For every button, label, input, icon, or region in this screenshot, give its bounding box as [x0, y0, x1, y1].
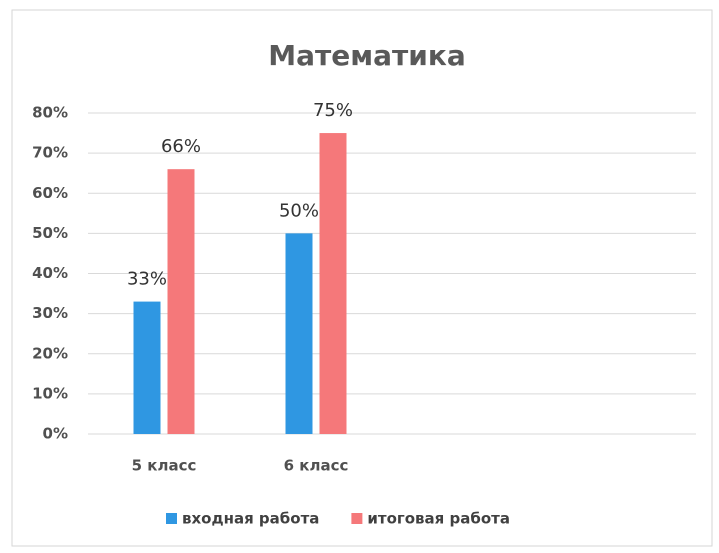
y-tick-label: 10%	[32, 384, 68, 402]
bar	[167, 169, 195, 435]
bar	[285, 233, 313, 434]
y-tick-label: 50%	[32, 224, 68, 242]
y-tick-label: 70%	[32, 144, 68, 162]
y-tick-label: 30%	[32, 304, 68, 322]
data-label: 75%	[313, 100, 353, 121]
chart-title: Математика	[268, 39, 466, 72]
bar	[319, 133, 347, 434]
chart-border	[11, 9, 713, 547]
y-tick-label: 20%	[32, 344, 68, 362]
data-label: 66%	[161, 136, 201, 157]
legend-swatch	[351, 513, 363, 524]
y-tick-label: 40%	[32, 264, 68, 282]
y-tick-label: 0%	[43, 425, 68, 443]
x-tick-label: 6 класс	[284, 457, 349, 475]
legend-swatch	[166, 513, 177, 524]
y-tick-label: 60%	[32, 184, 68, 202]
legend-label: входная работа	[182, 510, 319, 528]
data-label: 50%	[279, 200, 319, 221]
legend-label: итоговая работа	[367, 510, 510, 528]
bar	[133, 301, 161, 434]
x-tick-label: 5 класс	[132, 457, 197, 475]
y-tick-label: 80%	[32, 104, 68, 122]
data-label: 33%	[127, 269, 167, 290]
